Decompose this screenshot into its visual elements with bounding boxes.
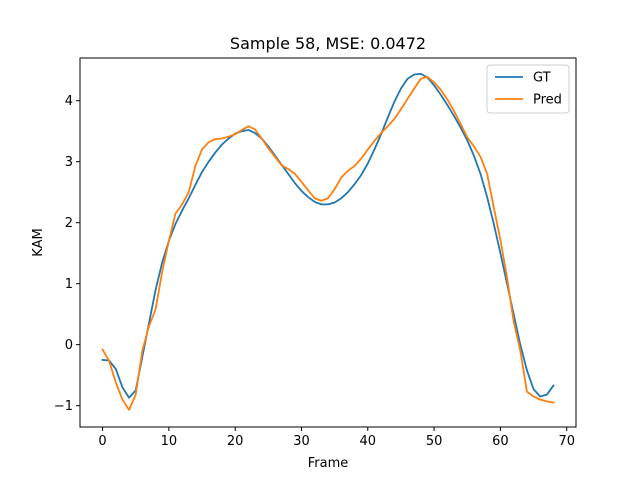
x-tick-label: 0 [98, 434, 106, 449]
legend: GT Pred [486, 64, 570, 114]
x-axis-ticks: 0 10 20 30 40 50 60 70 [98, 427, 575, 449]
series-line-gt [101, 72, 555, 399]
plot-lines [101, 72, 555, 411]
legend-label-gt: GT [533, 71, 551, 86]
y-tick-label: 2 [65, 216, 73, 231]
x-tick-label: 40 [360, 434, 377, 449]
y-tick-label: 3 [65, 155, 73, 170]
y-tick-label: 0 [65, 338, 73, 353]
y-tick-label: −1 [54, 399, 73, 414]
x-tick-label: 20 [227, 434, 244, 449]
series-line-pred [101, 76, 555, 411]
x-tick-label: 30 [293, 434, 310, 449]
x-tick-label: 10 [161, 434, 178, 449]
y-tick-label: 4 [65, 94, 73, 109]
x-tick-label: 70 [558, 434, 575, 449]
y-axis-label: KAM [31, 228, 46, 256]
legend-label-pred: Pred [533, 93, 562, 108]
x-tick-label: 50 [426, 434, 443, 449]
x-axis-label: Frame [308, 456, 349, 471]
y-axis-ticks: −1 0 1 2 3 4 [54, 94, 80, 414]
chart-title: Sample 58, MSE: 0.0472 [230, 34, 426, 53]
plot-frame [79, 57, 577, 428]
y-tick-label: 1 [65, 277, 73, 292]
x-tick-label: 60 [492, 434, 509, 449]
